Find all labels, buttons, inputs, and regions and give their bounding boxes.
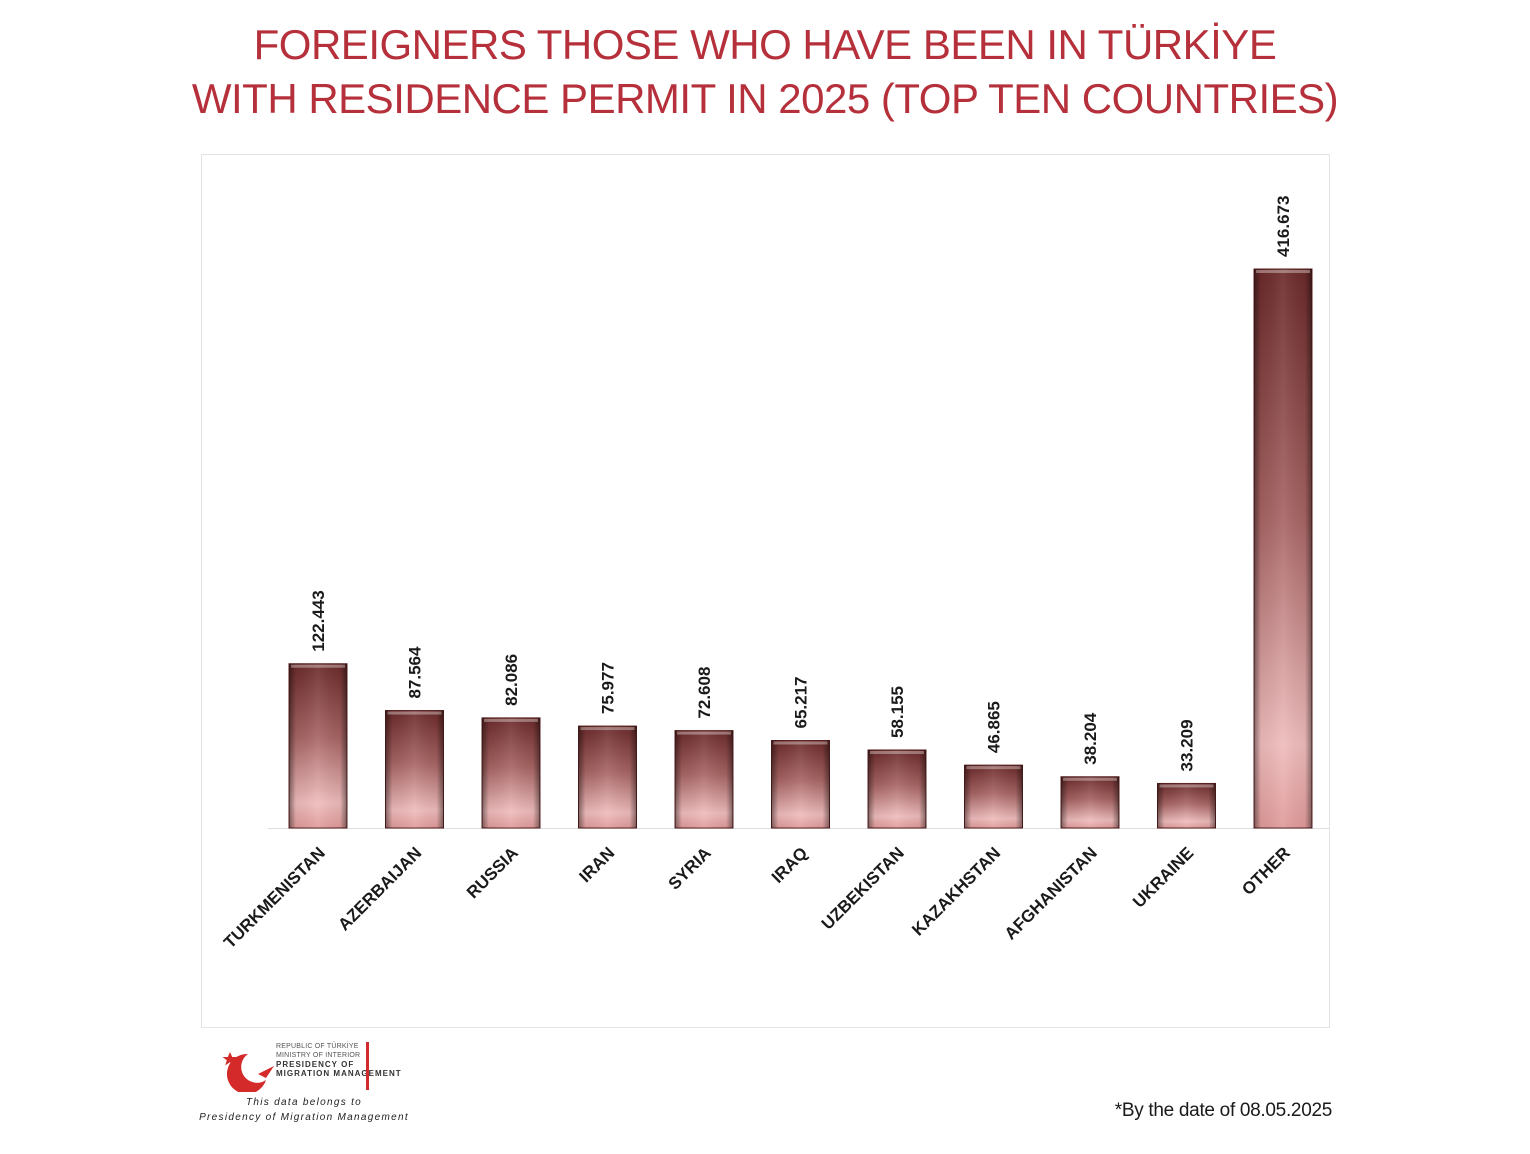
bar-shading: [482, 717, 540, 828]
bar-highlight: [1159, 784, 1214, 788]
category-label-syria: SYRIA: [665, 843, 715, 893]
bar-highlight: [966, 766, 1021, 770]
category-label-kazakhstan: KAZAKHSTAN: [908, 843, 1004, 939]
bar-highlight: [773, 741, 828, 745]
bar-ukraine: [1157, 782, 1216, 829]
category-label-iraq: IRAQ: [768, 843, 811, 886]
date-footnote: *By the date of 08.05.2025: [1114, 1100, 1333, 1121]
value-label-uzbekistan: 58.155: [888, 686, 907, 738]
value-label-ukraine: 33.209: [1178, 719, 1197, 771]
value-label-turkmenistan: 122.443: [309, 590, 328, 651]
value-label-afghanistan: 38.204: [1081, 712, 1100, 765]
value-label-azerbaijan: 87.564: [406, 646, 425, 699]
chart-title-line-2: WITH RESIDENCE PERMIT IN 2025 (TOP TEN C…: [191, 75, 1339, 122]
bar-shading: [385, 710, 444, 828]
chart-title-line-1: FOREIGNERS THOSE WHO HAVE BEEN IN TÜRKİY…: [253, 21, 1277, 68]
bar-highlight: [1256, 270, 1310, 273]
ministry-logo: [222, 1052, 274, 1092]
bar-shading: [771, 740, 830, 828]
bar-azerbaijan: [385, 710, 444, 829]
logo-text: REPUBLIC OF TÜRKİYE MINISTRY OF INTERIOR…: [276, 1042, 402, 1078]
logo-line-3: PRESIDENCY OF: [276, 1060, 355, 1069]
bar-uzbekistan: [867, 749, 927, 829]
bar-afghanistan: [1060, 776, 1120, 829]
category-label-uzbekistan: UZBEKISTAN: [818, 843, 908, 933]
bar-highlight: [1063, 777, 1117, 781]
category-label-iran: IRAN: [576, 843, 619, 886]
attribution-line-1: This data belongs to: [245, 1097, 363, 1108]
bar-shading: [289, 663, 347, 828]
bar-shading: [868, 749, 926, 828]
logo-divider: [366, 1042, 369, 1090]
value-label-iraq: 65.217: [792, 677, 811, 729]
bar-shading: [1061, 776, 1119, 828]
bar-syria: [674, 730, 734, 829]
chart-title: FOREIGNERS THOSE WHO HAVE BEEN IN TÜRKİY…: [0, 18, 1530, 126]
value-label-other: 416.673: [1274, 196, 1293, 257]
bar-shading: [964, 765, 1023, 828]
bar-russia: [481, 717, 541, 829]
bar-iran: [578, 725, 637, 829]
value-label-iran: 75.977: [599, 662, 618, 714]
category-label-ukraine: UKRAINE: [1129, 843, 1197, 911]
bar-shading: [1254, 269, 1312, 828]
value-label-kazakhstan: 46.865: [985, 701, 1004, 753]
attribution: This data belongs to Presidency of Migra…: [196, 1095, 412, 1125]
category-label-turkmenistan: TURKMENISTAN: [220, 843, 329, 952]
logo-line-1: REPUBLIC OF TÜRKİYE: [276, 1043, 359, 1050]
bars-group: 122.443 TURKMENISTAN 87.564 AZERBAIJAN 82.08…: [220, 196, 1313, 952]
chart-frame: [201, 154, 1330, 1028]
bar-highlight: [870, 750, 924, 754]
crescent-star-icon: [222, 1052, 274, 1092]
bar-shading: [675, 730, 733, 828]
bar-kazakhstan: [964, 764, 1023, 829]
bar-shading: [1157, 783, 1216, 828]
value-label-syria: 72.608: [695, 667, 714, 719]
logo-line-2: MINISTRY OF INTERIOR: [276, 1052, 361, 1059]
bar-iraq: [771, 740, 830, 829]
value-label-russia: 82.086: [502, 654, 521, 706]
bar-highlight: [387, 711, 442, 715]
category-label-afghanistan: AFGHANISTAN: [1001, 843, 1101, 943]
category-label-other: OTHER: [1238, 843, 1294, 899]
bar-shading: [578, 726, 637, 828]
bar-highlight: [291, 664, 345, 668]
category-label-russia: RUSSIA: [463, 843, 522, 902]
attribution-line-2: Presidency of Migration Management: [199, 1112, 409, 1123]
bar-highlight: [484, 718, 538, 722]
logo-line-4: MIGRATION MANAGEMENT: [276, 1069, 402, 1078]
bar-highlight: [677, 731, 731, 735]
bar-highlight: [580, 727, 635, 731]
category-label-azerbaijan: AZERBAIJAN: [334, 843, 425, 934]
bar-other: [1253, 268, 1313, 829]
bar-turkmenistan: [288, 663, 348, 829]
